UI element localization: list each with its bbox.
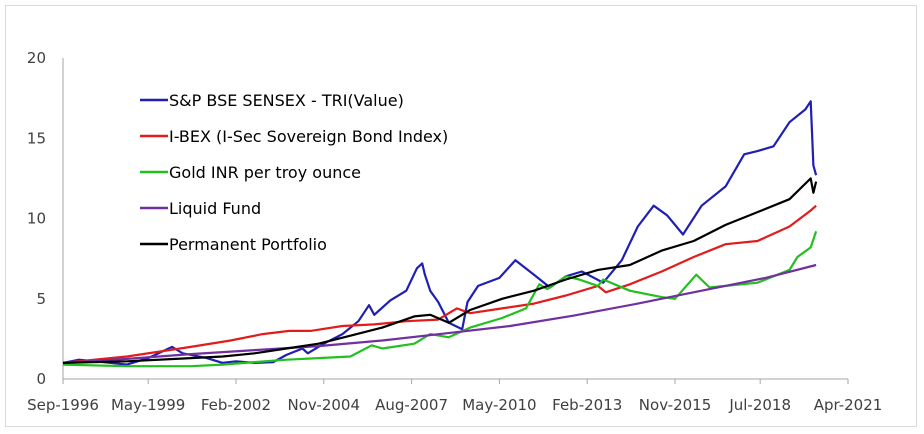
legend-label: S&P BSE SENSEX - TRI(Value) bbox=[169, 91, 404, 110]
x-tick-label: Aug-2007 bbox=[375, 396, 448, 414]
x-tick-label: Jul-2018 bbox=[728, 396, 791, 414]
series-line-liquid-fund bbox=[62, 263, 817, 364]
x-tick-label: May-1999 bbox=[111, 396, 185, 414]
x-axis-ticks: Sep-1996 May-1999 Feb-2002 Nov-2004 Aug-2007… bbox=[27, 379, 882, 414]
series-line-i-bex-i-sec-sovereign-bond-index bbox=[62, 204, 817, 364]
x-tick-label: Feb-2013 bbox=[552, 396, 622, 414]
y-tick-label: 5 bbox=[36, 290, 46, 308]
x-tick-label: Apr-2021 bbox=[814, 396, 883, 414]
x-tick-label: Nov-2015 bbox=[639, 396, 711, 414]
series-lines bbox=[62, 100, 818, 368]
y-axis-ticks: 0 5 10 15 20 bbox=[27, 49, 46, 388]
x-tick-label: May-2010 bbox=[462, 396, 536, 414]
y-tick-label: 10 bbox=[27, 210, 46, 228]
legend-label: Liquid Fund bbox=[169, 199, 261, 218]
chart-legend: S&P BSE SENSEX - TRI(Value) I-BEX (I-Sec … bbox=[140, 91, 448, 254]
x-tick-label: Nov-2004 bbox=[288, 396, 360, 414]
y-tick-label: 15 bbox=[27, 129, 46, 147]
legend-label: Gold INR per troy ounce bbox=[169, 163, 361, 182]
series-line-s-p-bse-sensex-tri-value bbox=[62, 100, 818, 366]
legend-label: Permanent Portfolio bbox=[169, 235, 327, 254]
legend-label: I-BEX (I-Sec Sovereign Bond Index) bbox=[169, 127, 448, 146]
series-line-permanent-portfolio bbox=[62, 177, 818, 364]
y-tick-label: 0 bbox=[36, 370, 46, 388]
y-tick-label: 20 bbox=[27, 49, 46, 67]
x-tick-label: Sep-1996 bbox=[27, 396, 99, 414]
x-tick-label: Feb-2002 bbox=[201, 396, 271, 414]
chart-axes bbox=[62, 58, 848, 380]
